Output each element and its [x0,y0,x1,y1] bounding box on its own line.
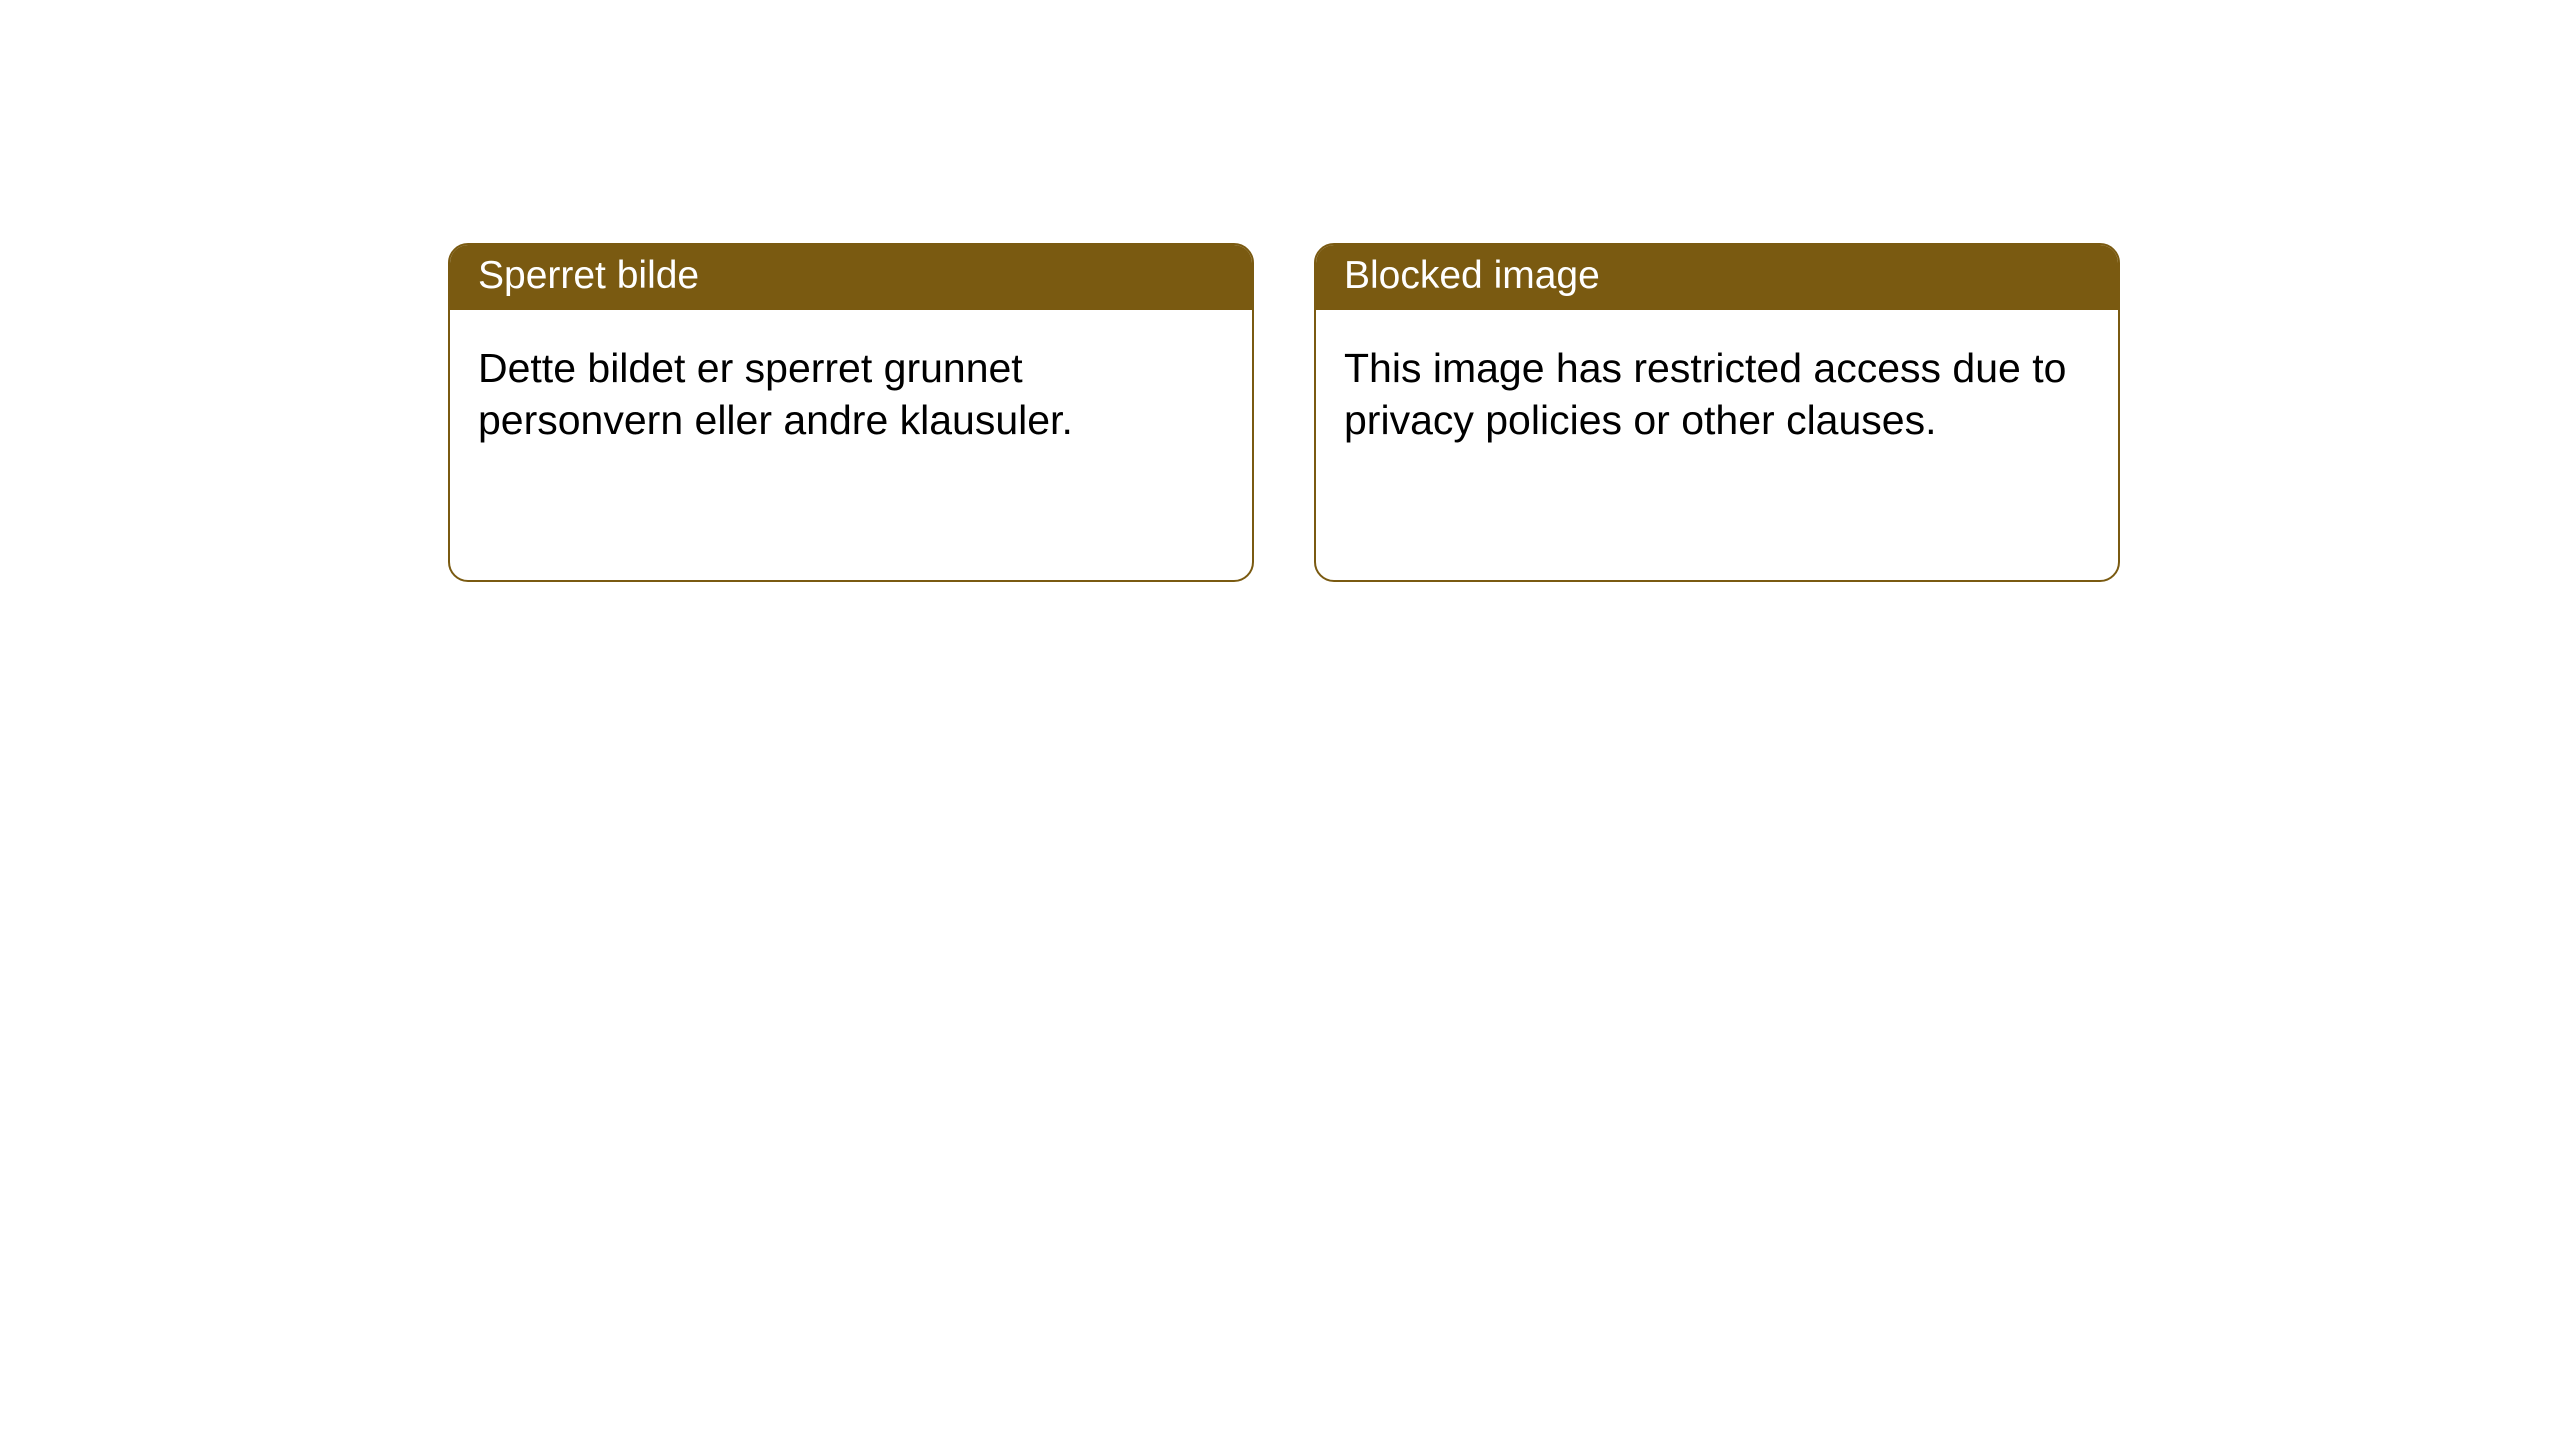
notice-header-english: Blocked image [1316,245,2118,310]
notice-body-norwegian: Dette bildet er sperret grunnet personve… [450,310,1252,479]
notice-box-english: Blocked image This image has restricted … [1314,243,2120,582]
notice-header-norwegian: Sperret bilde [450,245,1252,310]
notice-box-norwegian: Sperret bilde Dette bildet er sperret gr… [448,243,1254,582]
notices-container: Sperret bilde Dette bildet er sperret gr… [0,0,2560,582]
notice-body-english: This image has restricted access due to … [1316,310,2118,479]
